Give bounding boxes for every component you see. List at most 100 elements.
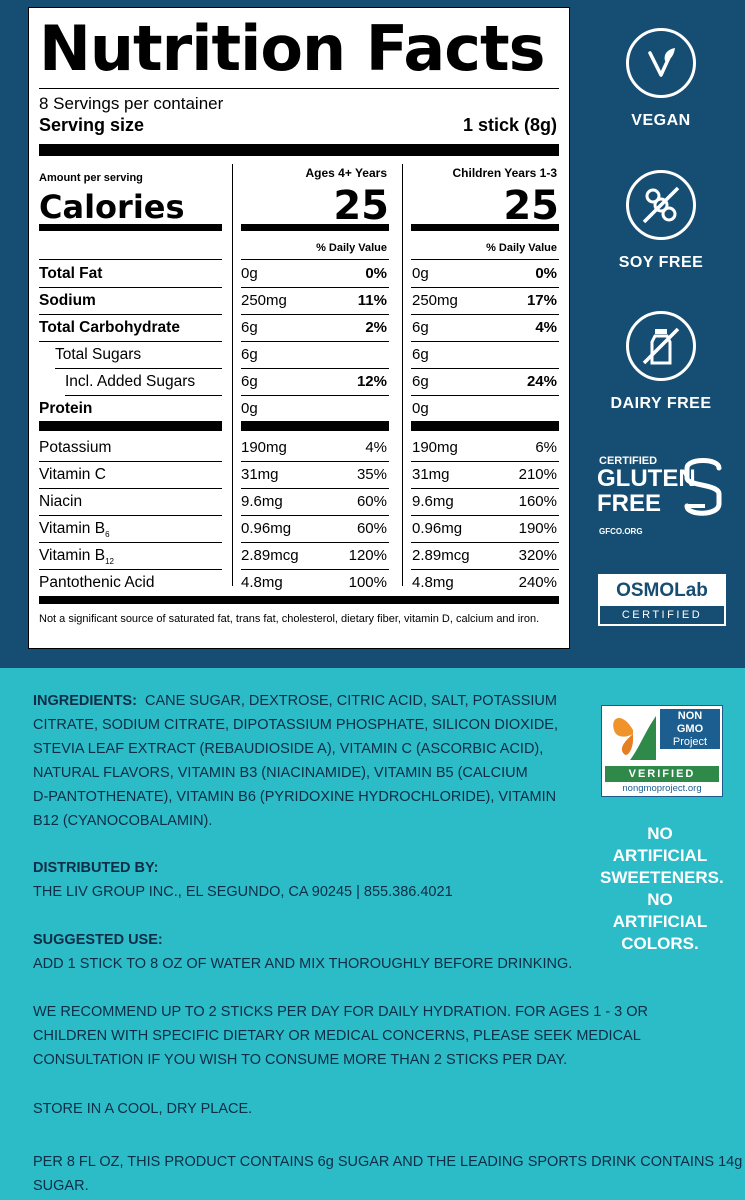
amount-children: 6g	[412, 346, 429, 363]
amount-children: 2.89mcg	[412, 547, 470, 564]
recommendation-block: WE RECOMMEND UP TO 2 STICKS PER DAY FOR …	[33, 1000, 733, 1072]
row-divider	[39, 542, 222, 543]
thick-divider	[39, 596, 559, 604]
dairy-free-label: DAIRY FREE	[610, 395, 712, 412]
amount-ages-4: 6g	[241, 319, 258, 336]
row-divider	[39, 287, 222, 288]
nutrient-row-potassium: Potassium 190mg 4% 190mg 6%	[29, 435, 569, 461]
gf-text: GLUTEN FREE	[597, 466, 696, 516]
row-divider	[39, 488, 222, 489]
distributor-text: THE LIV GROUP INC., EL SEGUNDO, CA 90245…	[33, 884, 453, 900]
storage-text: STORE IN A COOL, DRY PLACE.	[33, 1101, 253, 1117]
ngmo-line-3: Project	[672, 736, 708, 748]
amount-children: 190mg	[412, 439, 458, 456]
footnote: Not a significant source of saturated fa…	[39, 613, 540, 625]
dv-children: 320%	[518, 547, 557, 564]
daily-value-header: % Daily Value	[316, 242, 387, 254]
dv-children: 17%	[526, 292, 557, 309]
butterfly-icon	[613, 716, 656, 760]
row-divider	[241, 259, 389, 260]
nutrient-name: Vitamin B6	[39, 520, 110, 539]
ingredients-line: STEVIA LEAF EXTRACT (REBAUDIOSIDE A), VI…	[33, 741, 544, 757]
serving-size-label: Serving size	[39, 115, 145, 135]
row-divider	[411, 314, 559, 315]
calories-label: Calories	[39, 188, 185, 226]
calories-bar	[241, 224, 389, 231]
nutrient-name: Protein	[39, 400, 93, 417]
vegan-icon	[626, 28, 696, 98]
row-divider	[411, 341, 559, 342]
amount-ages-4: 4.8mg	[241, 574, 283, 591]
row-divider	[411, 542, 559, 543]
nutrition-facts-title: Nutrition Facts	[39, 12, 546, 85]
dairy-free-icon	[626, 311, 696, 381]
claim-line: NO ARTIFICIAL	[612, 824, 708, 865]
column-separator	[402, 164, 403, 586]
nutrient-name-text: Vitamin B	[39, 520, 106, 537]
nutrient-row-total-carbohydrate: Total Carbohydrate 6g 2% 6g 4%	[29, 315, 569, 341]
row-divider	[241, 287, 389, 288]
nutrient-name: Niacin	[39, 493, 83, 510]
column-separator	[232, 164, 233, 586]
claim-line: NO ARTIFICIAL	[612, 890, 708, 931]
row-divider	[411, 461, 559, 462]
row-divider	[39, 569, 222, 570]
nutrient-name: Vitamin C	[39, 466, 106, 483]
recommendation-line: CHILDREN WITH SPECIFIC DIETARY OR MEDICA…	[33, 1028, 641, 1044]
nutrient-row-sodium: Sodium 250mg 11% 250mg 17%	[29, 288, 569, 314]
row-divider	[55, 368, 222, 369]
row-divider	[411, 515, 559, 516]
calories-bar	[39, 224, 222, 231]
claim-line: COLORS.	[621, 934, 699, 953]
amount-ages-4: 2.89mcg	[241, 547, 299, 564]
ingredients-block: INGREDIENTS: CANE SUGAR, DEXTROSE, CITRI…	[33, 689, 563, 833]
dairy-free-badge: DAIRY FREE	[596, 311, 726, 413]
dv-ages-4: 60%	[356, 520, 387, 537]
row-divider	[39, 341, 222, 342]
no-artificial-sweeteners-claim: NO ARTIFICIAL SWEETENERS.	[600, 823, 724, 889]
dv-ages-4: 100%	[348, 574, 387, 591]
gf-line-2: FREE	[597, 490, 662, 517]
nutrient-row-niacin: Niacin 9.6mg 60% 9.6mg 160%	[29, 489, 569, 515]
gf-site-text: GFCO.ORG	[599, 527, 643, 536]
ingredients-line: INGREDIENTS: CANE SUGAR, DEXTROSE, CITRI…	[33, 689, 563, 713]
row-divider	[241, 515, 389, 516]
ingredients-text: CANE SUGAR, DEXTROSE, CITRIC ACID, SALT,…	[144, 693, 557, 709]
nutrient-subscript: 12	[105, 557, 114, 567]
ingredients-label: INGREDIENTS:	[33, 693, 137, 709]
nutrient-row-vitamin-b12: Vitamin B12 2.89mcg 120% 2.89mcg 320%	[29, 543, 569, 569]
vegan-label: VEGAN	[631, 112, 691, 129]
thick-divider	[39, 421, 222, 431]
calories-value-ages-4: 25	[333, 183, 389, 229]
gf-line-1: GLUTEN	[597, 465, 696, 492]
row-divider	[411, 287, 559, 288]
nutrient-name: Incl. Added Sugars	[65, 373, 196, 390]
claim-line: SWEETENERS.	[600, 868, 724, 887]
nutrient-row-added-sugars: Incl. Added Sugars 6g 12% 6g 24%	[29, 369, 569, 395]
dv-children: 0%	[535, 265, 557, 282]
ingredients-line: D-PANTOTHENATE), VITAMIN B6 (PYRIDOXINE …	[33, 789, 557, 805]
dv-children: 4%	[535, 319, 557, 336]
column-header-ages-4: Ages 4+ Years	[305, 166, 387, 180]
amount-ages-4: 9.6mg	[241, 493, 283, 510]
amount-children: 0.96mg	[412, 520, 463, 537]
ngmo-site: nongmoproject.org	[622, 783, 702, 794]
no-artificial-colors-claim: NO ARTIFICIAL COLORS.	[600, 889, 720, 955]
gluten-free-badge: CERTIFIED GLUTEN FREE GFCO.ORG	[597, 452, 729, 542]
soy-free-label: SOY FREE	[618, 254, 704, 271]
vegan-badge: VEGAN	[596, 28, 726, 130]
dv-ages-4: 120%	[348, 547, 387, 564]
amount-children: 6g	[412, 319, 429, 336]
dv-ages-4: 0%	[365, 265, 387, 282]
dv-ages-4: 35%	[356, 466, 387, 483]
row-divider	[65, 395, 222, 396]
suggested-use-text: ADD 1 STICK TO 8 OZ OF WATER AND MIX THO…	[33, 956, 573, 972]
dv-children: 210%	[518, 466, 557, 483]
dv-children: 240%	[518, 574, 557, 591]
nutrient-row-total-sugars: Total Sugars 6g 6g	[29, 342, 569, 368]
row-divider	[411, 395, 559, 396]
row-divider	[411, 368, 559, 369]
row-divider	[411, 488, 559, 489]
amount-children: 0g	[412, 400, 429, 417]
calories-bar	[411, 224, 559, 231]
